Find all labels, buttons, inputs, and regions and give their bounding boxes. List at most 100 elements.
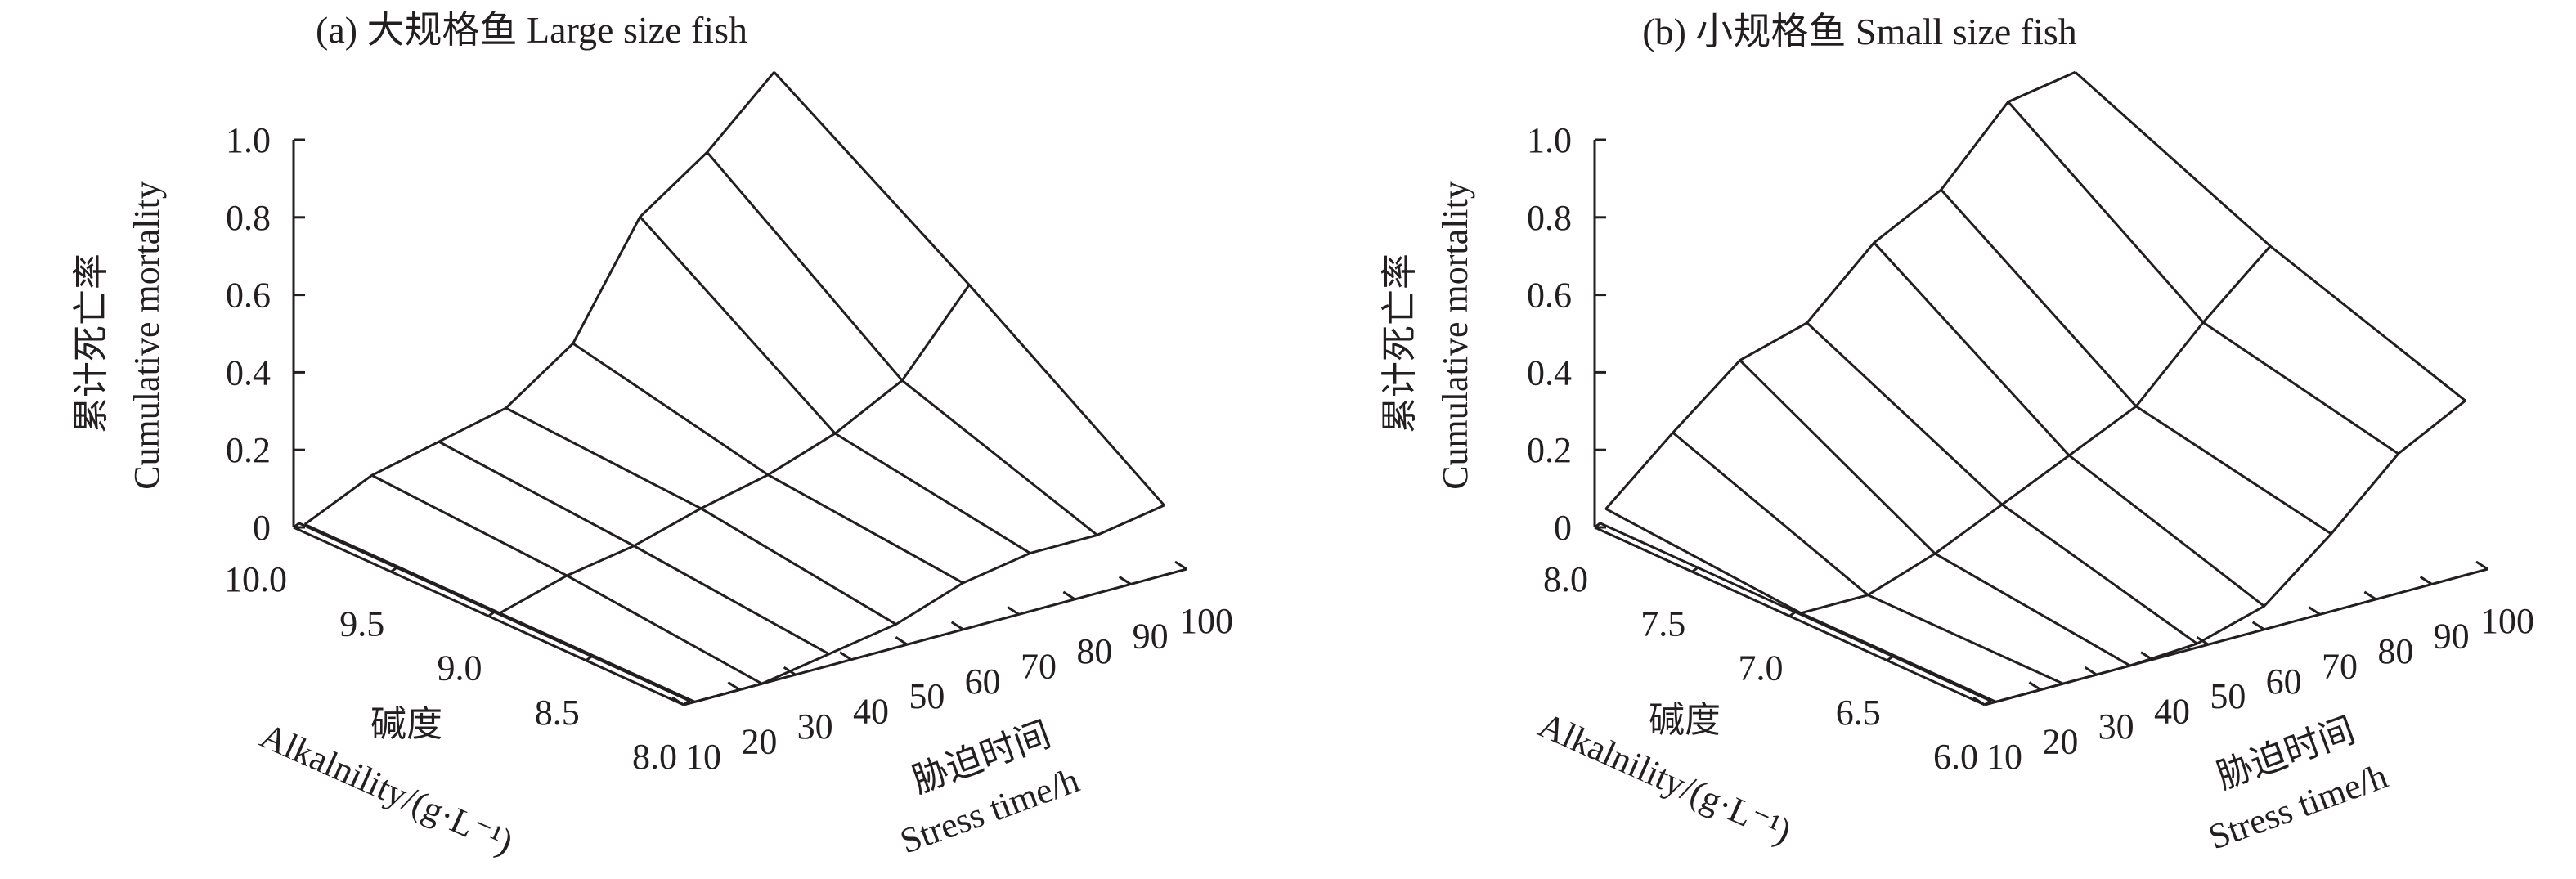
z-tick-label: 0.6 (226, 276, 271, 316)
alkalinity-axis-tick (487, 610, 496, 617)
surface-row-line (1604, 70, 2076, 510)
time-axis-tick (2363, 590, 2377, 601)
time-tick-label: 80 (1076, 631, 1112, 671)
z-tick-label: 0.8 (1527, 198, 1572, 238)
surface-column-line (370, 473, 763, 685)
time-tick-label: 100 (2480, 601, 2534, 641)
time-axis-tick (1118, 576, 1132, 585)
surface-column-line (1873, 241, 2265, 608)
surface-row-line (1995, 399, 2466, 703)
surface-column-line (1672, 431, 2064, 685)
time-axis-tick (727, 681, 741, 691)
surface-column-line (304, 522, 696, 703)
z-tick-label: 0 (253, 508, 271, 548)
surface-column-line (773, 71, 1165, 507)
time-axis-tick (671, 696, 684, 706)
z-axis-label-cn: 累计死亡率 (71, 253, 111, 433)
surface-column-line (572, 342, 964, 585)
surface-column-line (1739, 359, 2131, 667)
z-axis-label-en: Cumulative mortality (1435, 181, 1475, 490)
time-axis-tick (1174, 560, 1187, 571)
time-tick-label: 60 (965, 661, 1001, 702)
alkalinity-tick-label: 10.0 (224, 559, 287, 599)
time-tick-label: 40 (853, 692, 889, 732)
surface-column-line (639, 216, 1031, 554)
time-axis-tick (1007, 606, 1020, 616)
surface-column-line (438, 440, 830, 656)
panel-a-large-fish: (a) 大规格鱼 Large size fish 累计死亡率 Cumulativ… (71, 9, 1233, 863)
time-tick-label: 30 (797, 706, 833, 747)
time-tick-label: 90 (1133, 616, 1169, 656)
time-tick-label: 70 (2322, 646, 2358, 686)
time-axis-tick (2028, 681, 2042, 691)
surface-row-line (1800, 245, 2272, 615)
alkalinity-axis-tick (293, 521, 301, 529)
time-axis-tick (895, 635, 909, 646)
z-tick-label: 0.6 (1527, 276, 1572, 316)
alkalinity-tick-label: 7.0 (1739, 648, 1784, 688)
time-axis-tick (1062, 590, 1076, 601)
z-tick-label: 0.4 (226, 352, 271, 392)
alkalinity-axis-tick (390, 566, 399, 573)
time-tick-label: 20 (2042, 722, 2078, 762)
surface-column-line (505, 406, 897, 626)
alk-axis-label-cn: 碱度 (370, 704, 442, 744)
alkalinity-axis-tick (1691, 566, 1700, 573)
time-tick-label: 60 (2266, 661, 2302, 702)
z-tick-label: 0.2 (1527, 430, 1572, 470)
time-tick-label: 40 (2154, 692, 2190, 732)
alkalinity-tick-label: 6.5 (1836, 693, 1881, 733)
alkalinity-tick-label: 8.0 (1543, 559, 1588, 599)
time-tick-label: 100 (1179, 601, 1233, 641)
time-tick-label: 70 (1021, 646, 1057, 686)
alkalinity-tick-label: 8.0 (632, 737, 677, 777)
panel-title: (b) 小规格鱼 Small size fish (1642, 11, 2077, 52)
time-axis-tick (839, 651, 852, 661)
alkalinity-tick-label: 6.0 (1933, 737, 1978, 777)
panel-title: (a) 大规格鱼 Large size fish (316, 9, 747, 51)
time-axis-tick (950, 621, 964, 631)
time-axis-tick (2475, 560, 2488, 571)
time-tick-label: 50 (909, 676, 945, 716)
time-axis-tick (2084, 666, 2098, 676)
surface-column-line (706, 151, 1098, 536)
alkalinity-axis-tick (1788, 610, 1797, 617)
surface-row-line (499, 284, 971, 615)
surface-column-line (2074, 71, 2466, 402)
surface-row-line (303, 71, 775, 526)
surface-column-line (2007, 101, 2399, 455)
time-tick-label: 10 (1986, 737, 2022, 777)
alkalinity-tick-label: 7.5 (1640, 603, 1685, 644)
surface-row-line (694, 504, 1165, 703)
surface-column-line (1806, 321, 2198, 645)
z-axis-label-en: Cumulative mortality (127, 181, 167, 490)
panel-b-small-fish: (b) 小规格鱼 Small size fish 累计死亡率 Cumulativ… (1380, 11, 2534, 857)
z-tick-label: 1.0 (1527, 120, 1572, 160)
alkalinity-tick-label: 9.5 (339, 603, 384, 644)
time-axis-tick (2251, 621, 2265, 631)
alk-axis-label-cn: 碱度 (1649, 700, 1721, 740)
alkalinity-axis-tick (1886, 654, 1895, 661)
time-tick-label: 10 (685, 737, 721, 777)
time-tick-label: 80 (2377, 631, 2413, 671)
time-tick-label: 20 (741, 722, 777, 762)
surface-column-line (1604, 508, 1997, 703)
z-tick-label: 0.2 (226, 430, 271, 470)
z-tick-label: 0 (1554, 508, 1572, 548)
z-axis-label-cn: 累计死亡率 (1380, 253, 1420, 433)
alkalinity-tick-label: 8.5 (535, 693, 580, 733)
time-axis-tick (2308, 606, 2321, 616)
z-tick-label: 0.8 (226, 198, 271, 238)
time-tick-label: 30 (2098, 706, 2134, 747)
z-tick-label: 1.0 (226, 120, 271, 160)
alkalinity-axis-tick (1594, 521, 1602, 529)
surface-column-line (1940, 189, 2332, 536)
time-axis-tick (1972, 696, 1986, 706)
alkalinity-tick-label: 9.0 (438, 648, 482, 688)
alkalinity-axis-tick (585, 654, 594, 661)
z-tick-label: 0.4 (1527, 352, 1572, 392)
time-tick-label: 50 (2210, 676, 2246, 716)
time-tick-label: 90 (2434, 616, 2470, 656)
time-axis-tick (2419, 576, 2433, 585)
